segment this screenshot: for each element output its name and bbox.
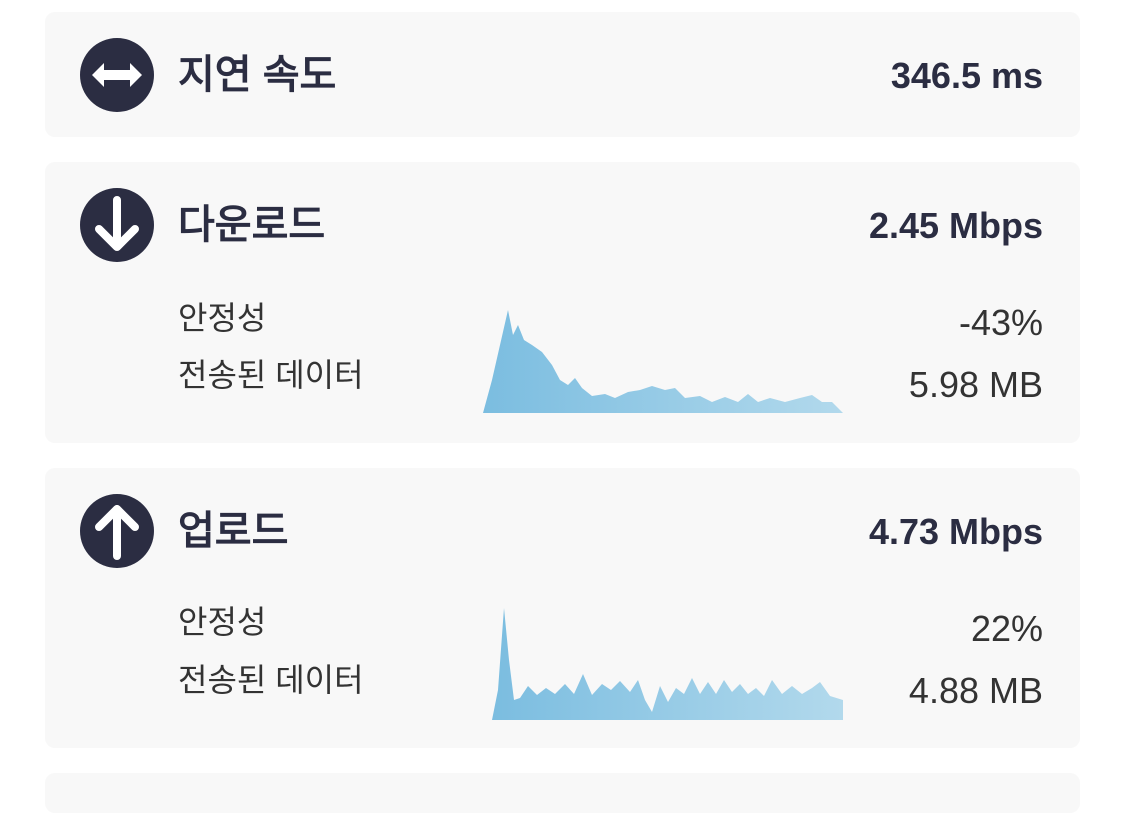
latency-card xyxy=(45,12,1080,137)
upload-data: 4.88 MB xyxy=(908,670,1043,711)
graphics xyxy=(80,38,843,720)
upload-label: 업로드 xyxy=(178,509,289,553)
upload-speed: 4.73 Mbps xyxy=(868,511,1043,552)
download-graph xyxy=(483,310,843,413)
download-data-label: 전송된 데이터 xyxy=(178,357,364,393)
download-label: 다운로드 xyxy=(178,203,326,247)
upload-data-label: 전송된 데이터 xyxy=(178,662,364,698)
page: 지연 속도 346.5 ms 다운로드 2.45 Mbps 안정성 전송된 데이… xyxy=(45,12,1080,720)
download-icon xyxy=(80,188,154,262)
upload-stability: 22% xyxy=(970,608,1043,649)
download-stability-label: 안정성 xyxy=(178,300,267,336)
upload-stability-label: 안정성 xyxy=(178,604,267,640)
latency-value: 346.5 ms xyxy=(890,55,1043,96)
next-card xyxy=(45,773,1080,813)
upload-graph xyxy=(492,608,843,720)
download-stability: -43% xyxy=(958,302,1043,343)
download-speed: 2.45 Mbps xyxy=(868,205,1043,246)
download-data: 5.98 MB xyxy=(908,364,1043,405)
latency-label: 지연 속도 xyxy=(178,53,337,97)
upload-icon xyxy=(80,494,154,568)
latency-icon xyxy=(80,38,154,112)
